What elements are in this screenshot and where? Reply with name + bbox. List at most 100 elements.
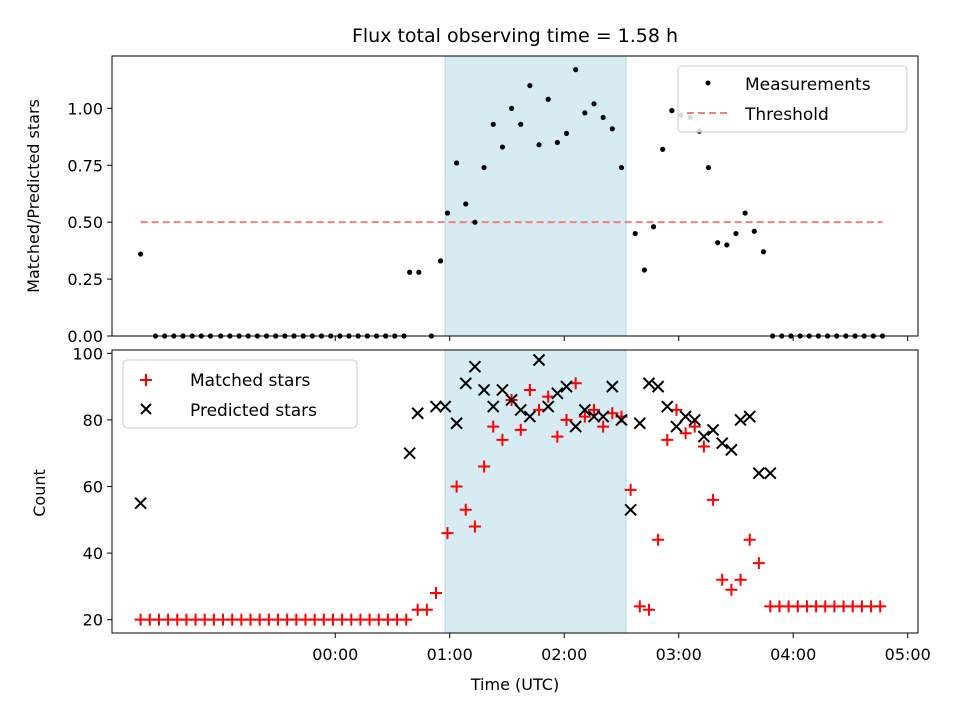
matched-star-point (459, 503, 472, 516)
predicted-star-point (411, 407, 424, 420)
matched-star-point (430, 587, 443, 600)
measurement-point (641, 267, 647, 273)
measurement-point (760, 249, 767, 255)
predicted-star-point (734, 413, 747, 427)
predicted-star-point (651, 380, 665, 393)
y-tick-label: 0.25 (67, 270, 103, 289)
measurement-point (518, 121, 524, 127)
y-tick-label: 0.00 (67, 327, 103, 346)
measurement-point (751, 228, 757, 234)
predicted-star-point (569, 420, 582, 433)
predicted-star-point (541, 400, 555, 413)
measurement-point (444, 210, 451, 216)
predicted-star-point (523, 410, 537, 423)
predicted-star-point (661, 400, 674, 413)
predicted-star-point (633, 417, 647, 430)
bottom-panel: 20 40 60 80 100 00:00 01:00 02:00 03:00 04:00 05:… (30, 344, 931, 694)
predicted-star-point (532, 353, 546, 367)
predicted-star-point (477, 383, 491, 397)
x-tick-label: 05:00 (885, 645, 931, 664)
predicted-star-point (725, 443, 738, 457)
y-tick-label: 40 (83, 544, 103, 563)
predicted-star-point (514, 403, 527, 417)
top-y-ticks: 0.00 0.25 0.50 0.75 1.00 (67, 99, 112, 346)
matched-star-point (533, 403, 546, 416)
measurement-point (563, 130, 570, 136)
bottom-legend-box (122, 359, 358, 429)
predicted-star-point (403, 447, 416, 460)
measurement-point (618, 164, 625, 171)
matched-star-point (679, 427, 692, 440)
matched-star-point (587, 403, 600, 416)
matched-star-point (707, 493, 720, 506)
measurement-point (669, 108, 675, 114)
measurement-point (545, 96, 551, 102)
bottom-predicted-points (134, 353, 777, 517)
predicted-star-point (624, 503, 637, 517)
matched-star-point (597, 420, 610, 433)
measurement-point (536, 142, 542, 148)
predicted-star-point (670, 420, 683, 433)
bottom-axes-frame (111, 349, 919, 634)
legend-matched-marker (140, 374, 152, 386)
measurement-point (591, 101, 597, 107)
x-tick-label: 02:00 (541, 645, 587, 664)
predicted-star-point (752, 466, 766, 480)
matched-star-point (487, 420, 500, 433)
matched-star-point (569, 377, 582, 390)
measurement-point (407, 269, 413, 275)
measurement-point (582, 110, 588, 116)
matched-star-point (752, 557, 765, 570)
legend-matched-label: Matched stars (190, 371, 310, 391)
measurement-point (600, 114, 606, 121)
measurement-point (715, 240, 721, 246)
matched-star-point (400, 613, 413, 626)
y-tick-label: 1.00 (67, 99, 103, 118)
predicted-star-point (551, 387, 564, 400)
measurement-point (554, 139, 560, 146)
predicted-star-point (468, 360, 482, 373)
matched-star-point (468, 520, 481, 533)
measurement-point (481, 164, 487, 171)
predicted-star-point (615, 413, 628, 427)
predicted-star-point (505, 393, 518, 407)
bottom-y-axis-label: Count (30, 469, 49, 517)
measurement-point (609, 126, 615, 132)
predicted-star-point (697, 430, 711, 443)
matched-star-point (633, 600, 646, 613)
predicted-star-point (706, 423, 720, 437)
predicted-star-point (679, 410, 692, 423)
matched-star-point (478, 460, 491, 473)
bottom-x-ticks: 00:00 01:00 02:00 03:00 04:00 05:00 (312, 633, 931, 664)
top-y-axis-label: Matched/Predicted stars (24, 99, 43, 293)
measurement-point (454, 160, 460, 166)
y-tick-label: 0.50 (67, 213, 103, 232)
measurement-point (472, 219, 478, 225)
top-x-ticks (334, 336, 909, 341)
measurement-point (499, 144, 506, 150)
matched-star-point (725, 583, 738, 596)
matched-star-point (450, 480, 463, 493)
predicted-star-point (438, 400, 452, 413)
bottom-observing-window (444, 349, 627, 634)
measurement-point (527, 82, 533, 89)
matched-star-point (688, 420, 701, 433)
y-tick-label: 80 (83, 411, 103, 430)
matched-star-point (551, 430, 564, 443)
predicted-star-point (743, 410, 756, 423)
matched-star-point (542, 390, 555, 403)
measurement-point (660, 146, 666, 152)
measurement-point (416, 269, 422, 275)
predicted-star-point (450, 417, 463, 430)
predicted-star-point (642, 377, 656, 390)
measurement-point (138, 251, 144, 257)
y-tick-label: 0.75 (67, 156, 103, 175)
measurement-point (573, 67, 579, 73)
predicted-star-point (578, 403, 592, 417)
top-observing-window (444, 55, 627, 337)
bottom-y-ticks: 20 40 60 80 100 (72, 344, 112, 630)
measurement-point (437, 258, 444, 264)
x-tick-label: 03:00 (656, 645, 702, 664)
matched-star-point (514, 423, 527, 436)
measurement-point (490, 121, 496, 127)
